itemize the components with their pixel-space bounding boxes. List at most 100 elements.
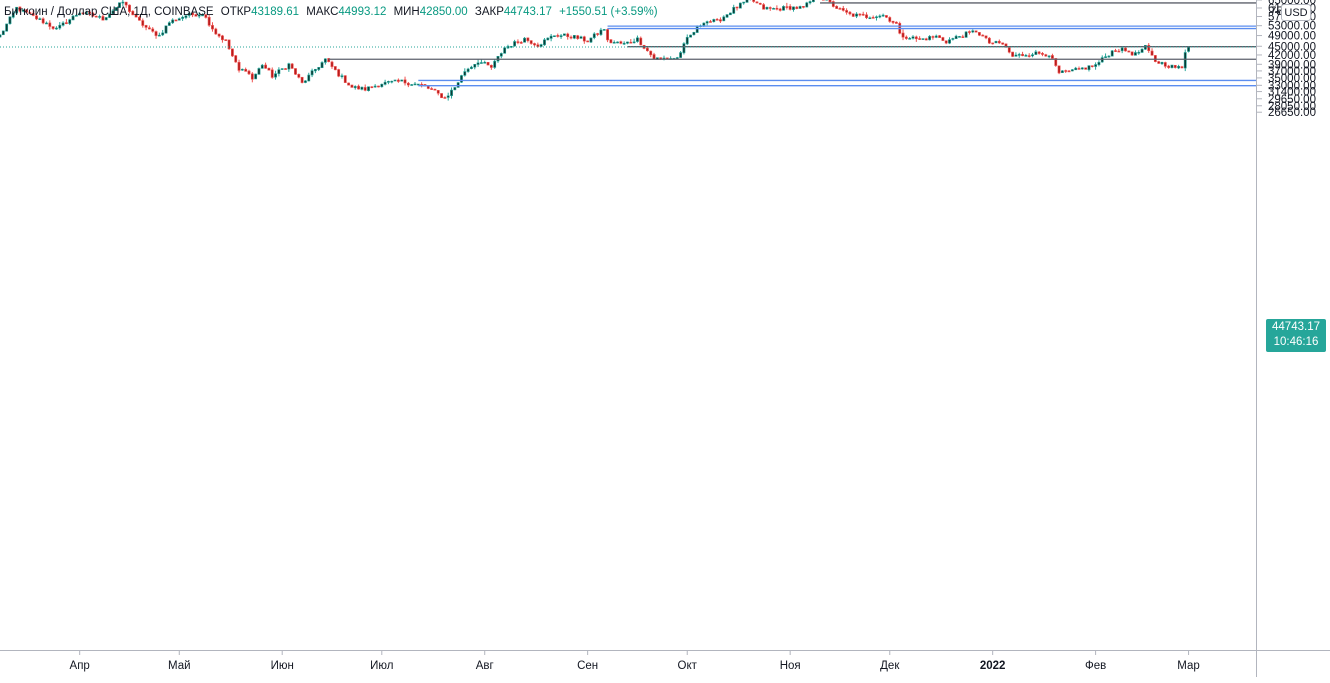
candle-body — [211, 25, 213, 29]
candle-body — [968, 32, 970, 33]
candle-body — [414, 84, 416, 85]
candle-body — [746, 0, 748, 2]
candlestick-chart[interactable] — [0, 0, 1256, 650]
candle-body — [892, 21, 894, 22]
candle-body — [278, 70, 280, 74]
time-tick-label: Ноя — [780, 660, 801, 672]
candle-body — [739, 3, 741, 8]
candle-body — [683, 44, 685, 53]
candle-body — [606, 29, 608, 39]
candle-body — [523, 38, 525, 42]
candle-body — [922, 39, 924, 40]
candle-body — [1051, 55, 1053, 58]
candle-body — [0, 35, 1, 37]
candle-body — [168, 23, 170, 26]
candle-body — [719, 20, 721, 21]
candle-body — [929, 36, 931, 39]
candle-body — [178, 19, 180, 21]
candle-body — [912, 37, 914, 39]
candle-body — [905, 37, 907, 39]
time-scale-svg: АпрМайИюнИюлАвгСенОктНояДек2022ФевМарАпр — [0, 651, 1256, 678]
candle-body — [1164, 62, 1166, 66]
candle-body — [457, 83, 459, 88]
candle-body — [504, 48, 506, 54]
candle-body — [759, 3, 761, 4]
candle-body — [736, 7, 738, 8]
candle-body — [590, 38, 592, 42]
candle-body — [125, 2, 127, 5]
candle-body — [1035, 52, 1037, 55]
candle-body — [706, 22, 708, 23]
candle-body — [1028, 56, 1030, 57]
candle-body — [318, 67, 320, 69]
candle-body — [371, 87, 373, 88]
candle-body — [623, 43, 625, 44]
candle-body — [364, 87, 366, 90]
candle-body — [69, 20, 71, 24]
candle-body — [1184, 52, 1186, 68]
legend-open-value: 43189.61 — [251, 6, 299, 18]
candle-body — [258, 68, 260, 74]
candle-body — [842, 8, 844, 10]
candle-body — [1002, 43, 1004, 44]
candle-body — [919, 39, 921, 40]
legend-low-label: МИН — [394, 6, 420, 18]
candle-body — [600, 30, 602, 35]
time-scale[interactable]: АпрМайИюнИюлАвгСенОктНояДек2022ФевМарАпр — [0, 650, 1256, 677]
candle-body — [274, 74, 276, 77]
candle-body — [1012, 52, 1014, 56]
candle-body — [450, 90, 452, 96]
candle-body — [998, 41, 1000, 43]
candle-body — [357, 86, 359, 89]
candle-body — [1058, 66, 1060, 73]
candle-body — [52, 27, 54, 29]
candle-body — [1041, 53, 1043, 54]
candle-body — [65, 23, 67, 24]
candle-body — [889, 17, 891, 21]
candle-body — [59, 25, 61, 28]
current-price-badge: 44743.17 10:46:16 — [1266, 319, 1326, 352]
candle-body — [148, 28, 150, 29]
legend-close-value: 44743.17 — [504, 6, 552, 18]
candle-body — [304, 81, 306, 83]
candle-body — [988, 38, 990, 43]
candle-body — [1111, 51, 1113, 56]
candle-body — [985, 36, 987, 38]
candle-body — [733, 7, 735, 13]
candle-body — [387, 81, 389, 82]
candle-body — [553, 36, 555, 37]
candle-body — [1187, 47, 1189, 51]
candle-body — [1181, 67, 1183, 68]
candle-body — [653, 54, 655, 59]
candle-body — [251, 74, 253, 79]
candle-body — [680, 53, 682, 58]
candle-body — [709, 21, 711, 22]
chart-area[interactable] — [0, 0, 1256, 650]
candle-body — [384, 82, 386, 84]
currency-unit-button[interactable]: USD — [1281, 4, 1311, 21]
bar-countdown: 10:46:16 — [1266, 335, 1326, 350]
candle-body — [351, 85, 353, 87]
candle-body — [467, 69, 469, 72]
candle-body — [533, 44, 535, 45]
candle-body — [520, 42, 522, 43]
candle-body — [630, 42, 632, 43]
candle-body — [404, 80, 406, 83]
candle-body — [938, 36, 940, 38]
candle-body — [995, 41, 997, 43]
candle-body — [686, 37, 688, 44]
candle-body — [1088, 66, 1090, 70]
candle-body — [865, 15, 867, 18]
candle-body — [477, 63, 479, 65]
legend-high-label: МАКС — [306, 6, 338, 18]
price-tick-label: 26650.00 — [1268, 107, 1316, 119]
candle-body — [1098, 62, 1100, 64]
candle-body — [288, 64, 290, 69]
candle-body — [1104, 57, 1106, 58]
candle-body — [766, 7, 768, 9]
candle-body — [2, 31, 4, 35]
candle-body — [1048, 56, 1050, 57]
candle-body — [1075, 68, 1077, 70]
candle-body — [440, 93, 442, 97]
candle-body — [1031, 55, 1033, 56]
